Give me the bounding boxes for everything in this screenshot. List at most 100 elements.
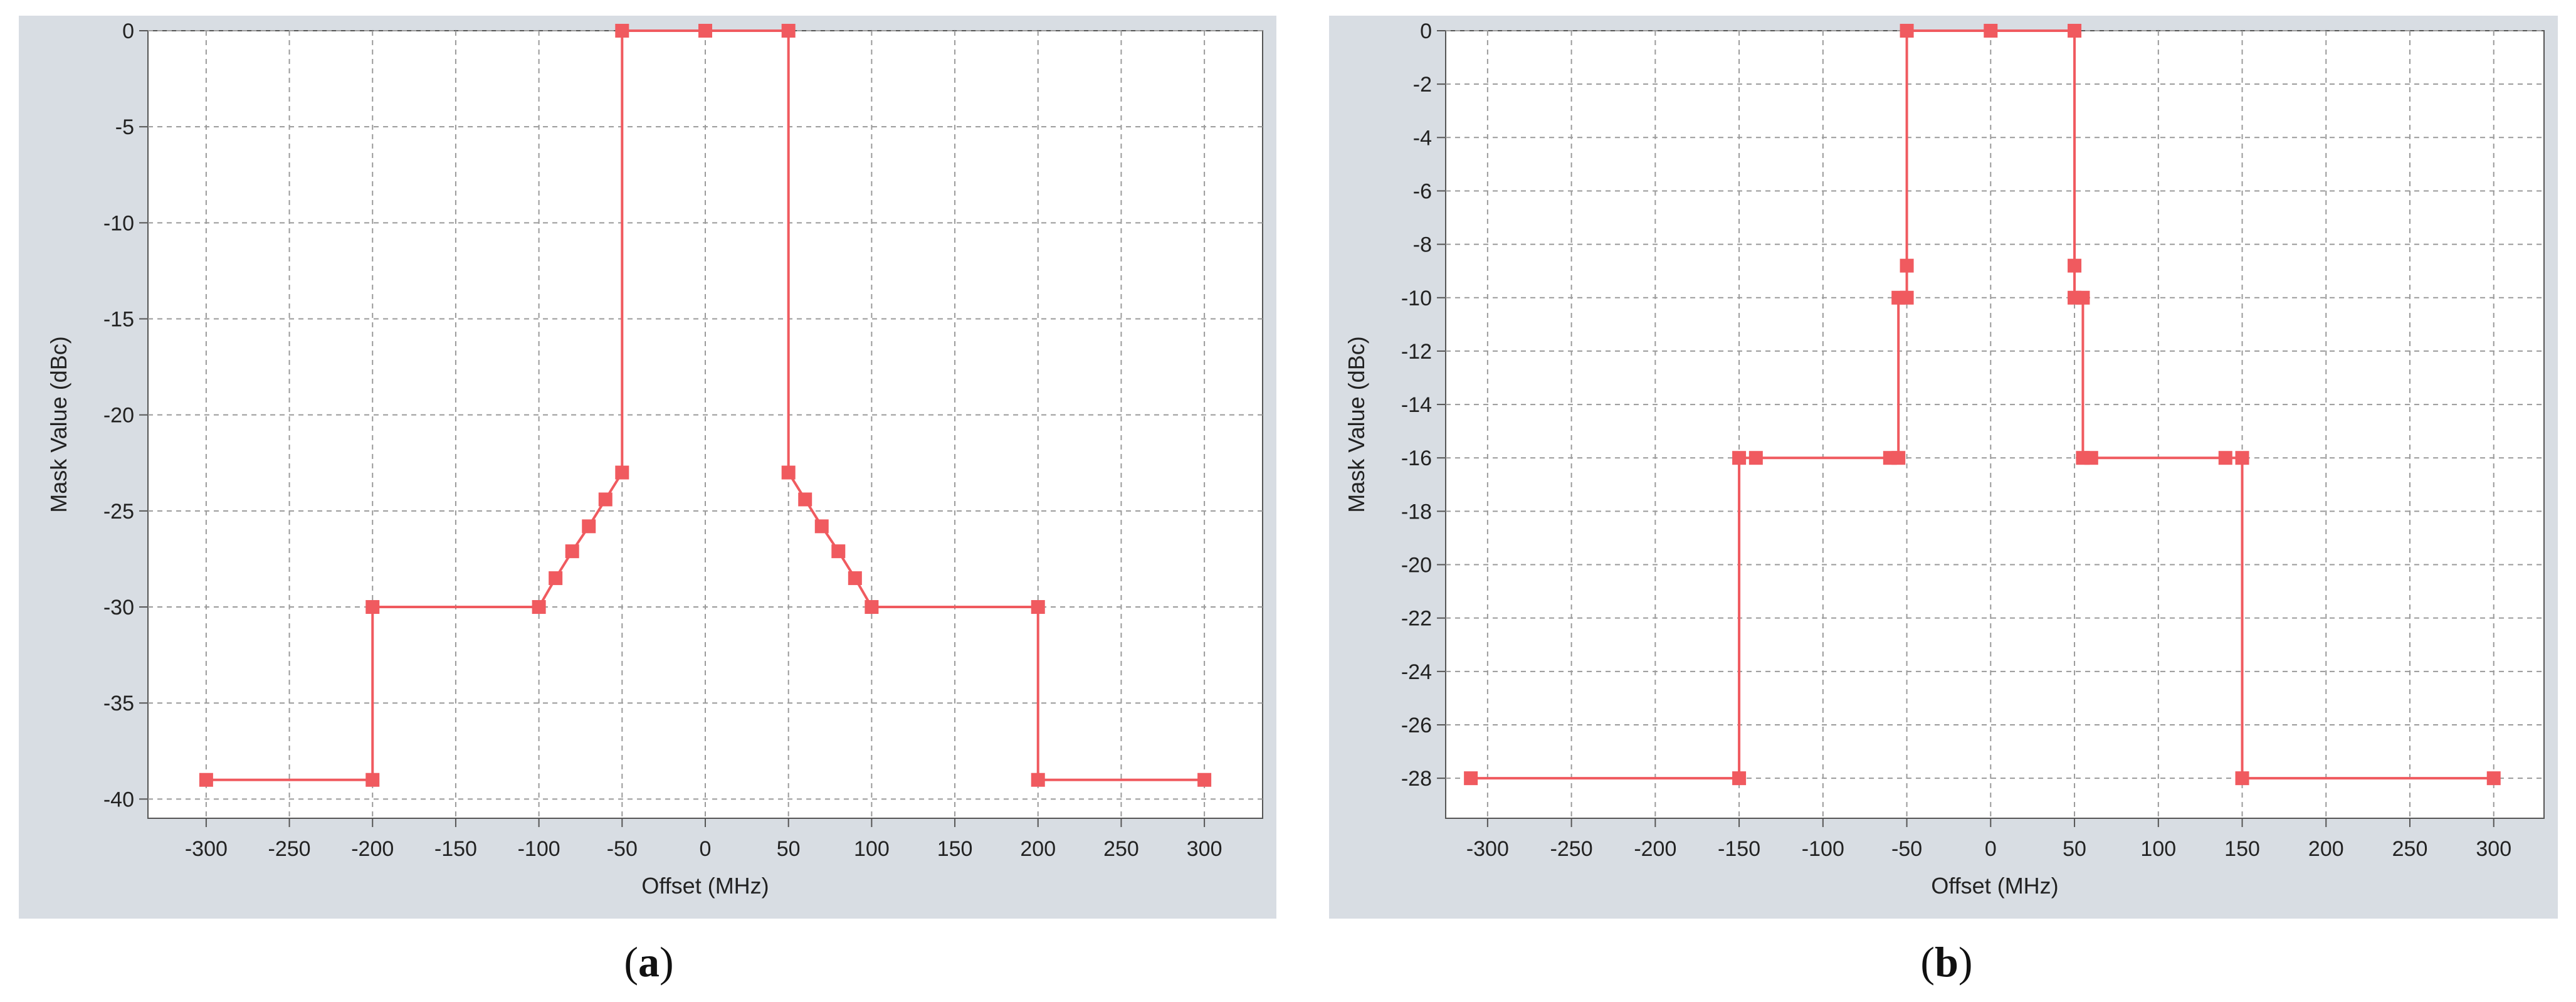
y-tick-label: -30 bbox=[103, 596, 134, 620]
y-tick-label: -10 bbox=[1401, 287, 1432, 310]
data-point-marker bbox=[549, 571, 563, 586]
y-tick-label: -26 bbox=[1401, 714, 1432, 737]
data-point-marker bbox=[2218, 451, 2232, 465]
x-tick-label: -250 bbox=[268, 837, 311, 861]
plot-area bbox=[147, 30, 1263, 819]
data-point-marker bbox=[598, 492, 612, 507]
data-point-marker bbox=[2068, 24, 2082, 38]
caption-b: (b) bbox=[1884, 937, 2009, 987]
y-tick-label: -20 bbox=[1401, 554, 1432, 577]
x-tick-label: -300 bbox=[185, 837, 228, 861]
chart-panel-b: -300 -250 -200 -150 -100 -50 0 50 100 150 200 250 30… bbox=[1329, 16, 2558, 919]
x-tick-label: 250 bbox=[2392, 837, 2428, 861]
data-point-marker bbox=[1031, 773, 1045, 787]
y-tick-label: -4 bbox=[1413, 126, 1432, 150]
data-point-marker bbox=[831, 544, 846, 559]
x-tick-label: 300 bbox=[1187, 837, 1222, 861]
data-point-marker bbox=[2084, 451, 2098, 465]
y-tick-label: -24 bbox=[1401, 660, 1432, 684]
plot-area bbox=[1445, 30, 2545, 819]
data-point-marker bbox=[1732, 451, 1747, 465]
caption-b-letter: b bbox=[1935, 938, 1958, 986]
x-tick-label: -100 bbox=[518, 837, 560, 861]
caption-a: (a) bbox=[586, 937, 712, 987]
y-tick-label: -22 bbox=[1401, 607, 1432, 631]
x-tick-label: -50 bbox=[607, 837, 638, 861]
data-point-marker bbox=[1748, 451, 1763, 465]
data-point-marker bbox=[814, 519, 829, 534]
caption-b-close: ) bbox=[1958, 938, 1973, 986]
data-point-marker bbox=[1984, 24, 1998, 38]
data-point-marker bbox=[2076, 290, 2090, 305]
y-tick-label: 0 bbox=[1420, 19, 1432, 43]
data-point-marker bbox=[1732, 771, 1747, 786]
caption-a-open: ( bbox=[624, 938, 638, 986]
y-tick-label: -10 bbox=[103, 211, 134, 235]
chart-a: -300 -250 -200 -150 -100 -50 0 50 100 150 200 250 30… bbox=[46, 19, 1263, 899]
x-tick-label: -250 bbox=[1550, 837, 1593, 861]
x-tick-label: 200 bbox=[1020, 837, 1056, 861]
data-point-marker bbox=[365, 773, 380, 787]
y-tick-label: -20 bbox=[103, 404, 134, 428]
data-point-marker bbox=[365, 600, 380, 614]
data-point-marker bbox=[1464, 771, 1478, 786]
x-tick-label: 100 bbox=[2140, 837, 2176, 861]
data-point-marker bbox=[615, 24, 629, 38]
y-tick-label: -6 bbox=[1413, 179, 1432, 203]
x-tick-label: 300 bbox=[2476, 837, 2511, 861]
x-tick-label: 150 bbox=[937, 837, 973, 861]
x-tick-label: -150 bbox=[434, 837, 477, 861]
y-axis-title: Mask Value (dBc) bbox=[1343, 336, 1369, 512]
x-tick-label: -100 bbox=[1802, 837, 1844, 861]
y-tick-label: -25 bbox=[103, 500, 134, 524]
data-point-marker bbox=[865, 600, 879, 614]
y-tick-label: -2 bbox=[1413, 73, 1432, 97]
data-point-marker bbox=[2068, 258, 2082, 273]
x-tick-label: 0 bbox=[1985, 837, 1997, 861]
data-point-marker bbox=[1891, 451, 1906, 465]
x-tick-label: 50 bbox=[777, 837, 801, 861]
y-tick-label: -16 bbox=[1401, 446, 1432, 470]
data-point-marker bbox=[1031, 600, 1045, 614]
x-axis-title: Offset (MHz) bbox=[641, 873, 769, 899]
data-point-marker bbox=[199, 773, 213, 787]
caption-a-close: ) bbox=[660, 938, 674, 986]
data-point-marker bbox=[2235, 451, 2249, 465]
x-tick-label: -150 bbox=[1718, 837, 1760, 861]
x-tick-label: 100 bbox=[854, 837, 890, 861]
y-tick-label: -40 bbox=[103, 788, 134, 811]
data-point-marker bbox=[781, 465, 796, 480]
chart-b: -300 -250 -200 -150 -100 -50 0 50 100 150 200 250 30… bbox=[1343, 19, 2545, 899]
x-tick-label: 50 bbox=[2063, 837, 2086, 861]
y-axis-title: Mask Value (dBc) bbox=[46, 336, 71, 512]
data-point-marker bbox=[698, 24, 712, 38]
chart-panel-a: -300 -250 -200 -150 -100 -50 0 50 100 150 200 250 30… bbox=[19, 16, 1276, 919]
x-tick-label: 0 bbox=[700, 837, 712, 861]
y-tick-label: -15 bbox=[103, 308, 134, 332]
data-point-marker bbox=[1900, 258, 1914, 273]
data-point-marker bbox=[615, 465, 629, 480]
data-point-marker bbox=[565, 544, 579, 559]
y-tick-label: -35 bbox=[103, 692, 134, 715]
data-point-marker bbox=[1197, 773, 1212, 787]
caption-b-open: ( bbox=[1920, 938, 1935, 986]
data-point-marker bbox=[1900, 290, 1914, 305]
y-tick-label: -14 bbox=[1401, 393, 1432, 417]
data-point-marker bbox=[781, 24, 796, 38]
x-tick-label: -300 bbox=[1466, 837, 1509, 861]
caption-a-letter: a bbox=[638, 938, 660, 986]
y-tick-label: -12 bbox=[1401, 340, 1432, 364]
data-point-marker bbox=[532, 600, 546, 614]
y-tick-label: 0 bbox=[122, 19, 134, 43]
data-point-marker bbox=[798, 492, 812, 507]
x-tick-label: 250 bbox=[1103, 837, 1139, 861]
y-tick-label: -8 bbox=[1413, 233, 1432, 257]
y-tick-label: -28 bbox=[1401, 767, 1432, 791]
y-tick-label: -18 bbox=[1401, 500, 1432, 524]
x-tick-label: -200 bbox=[351, 837, 394, 861]
data-point-marker bbox=[2235, 771, 2249, 786]
data-point-marker bbox=[1900, 24, 1914, 38]
data-point-marker bbox=[848, 571, 862, 586]
x-axis-title: Offset (MHz) bbox=[1931, 873, 2058, 899]
x-tick-label: -200 bbox=[1634, 837, 1676, 861]
